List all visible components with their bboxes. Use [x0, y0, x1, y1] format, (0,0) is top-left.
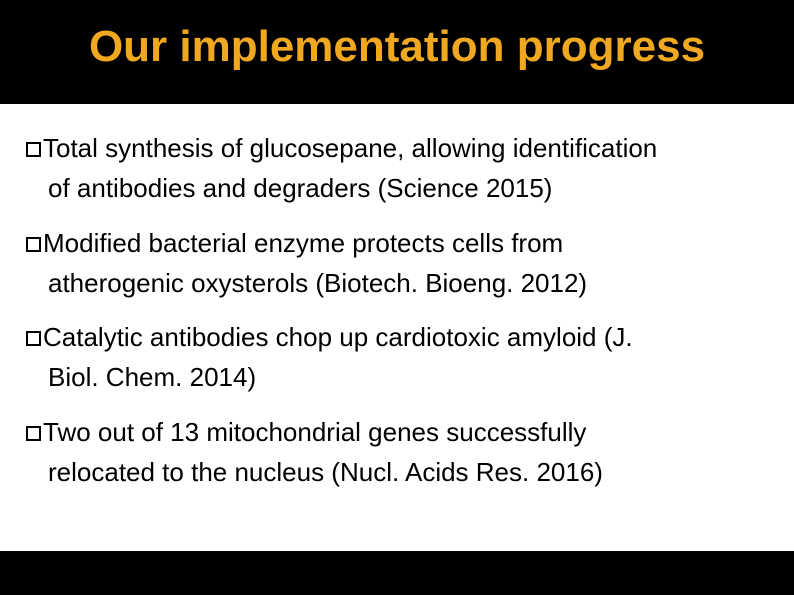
checkbox-icon [26, 331, 41, 346]
title-block: Our implementation progress [0, 0, 794, 100]
slide-content: Total synthesis of glucosepane, allowing… [0, 104, 794, 551]
bullet-item: Modified bacterial enzyme protects cells… [26, 223, 768, 304]
checkbox-icon [26, 237, 41, 252]
bullet-text-cont: atherogenic oxysterols (Biotech. Bioeng.… [48, 263, 768, 303]
bullet-text: Catalytic antibodies chop up cardiotoxic… [43, 322, 633, 352]
bullet-item: Total synthesis of glucosepane, allowing… [26, 128, 768, 209]
bullet-item: Two out of 13 mitochondrial genes succes… [26, 412, 768, 493]
checkbox-icon [26, 142, 41, 157]
checkbox-icon [26, 426, 41, 441]
bullet-text-cont: Biol. Chem. 2014) [48, 357, 768, 397]
bullet-item: Catalytic antibodies chop up cardiotoxic… [26, 317, 768, 398]
bullet-text-cont: relocated to the nucleus (Nucl. Acids Re… [48, 452, 768, 492]
bullet-text: Total synthesis of glucosepane, allowing… [43, 133, 657, 163]
bullet-text: Two out of 13 mitochondrial genes succes… [43, 417, 586, 447]
slide-title: Our implementation progress [0, 22, 794, 72]
bullet-text-cont: of antibodies and degraders (Science 201… [48, 168, 768, 208]
bullet-text: Modified bacterial enzyme protects cells… [43, 228, 563, 258]
